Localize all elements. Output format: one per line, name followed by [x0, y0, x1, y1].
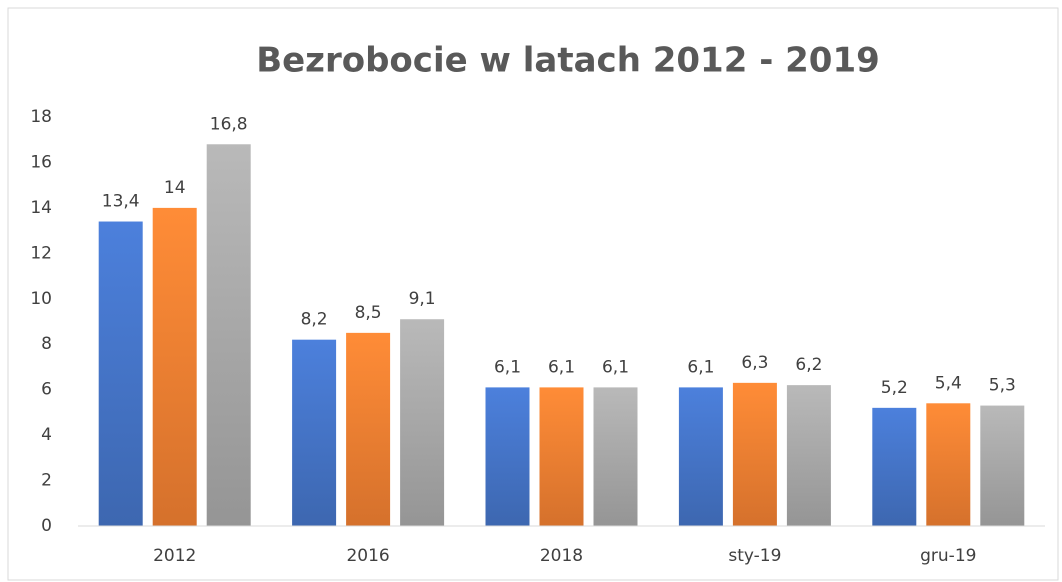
data-label: 6,1	[687, 357, 714, 377]
y-tick-label: 14	[30, 198, 52, 218]
bar	[926, 403, 971, 526]
data-label: 6,1	[494, 357, 521, 377]
x-tick-label: gru-19	[920, 546, 976, 566]
y-tick-label: 8	[41, 334, 52, 354]
bar	[206, 144, 251, 526]
y-tick-label: 2	[41, 471, 52, 491]
bar	[485, 387, 530, 526]
bar	[678, 387, 723, 526]
data-label: 5,3	[989, 376, 1016, 396]
bar	[292, 339, 337, 526]
bar	[400, 319, 445, 526]
data-label: 6,3	[741, 353, 768, 373]
data-label: 8,2	[301, 310, 328, 330]
bar	[732, 382, 777, 526]
y-tick-label: 4	[41, 425, 52, 445]
chart-title: Bezrobocie w latach 2012 - 2019	[256, 41, 880, 81]
bar	[872, 407, 917, 526]
data-label: 14	[164, 178, 186, 198]
bar	[152, 207, 197, 526]
y-tick-label: 10	[30, 289, 52, 309]
bar	[346, 332, 391, 526]
y-tick-label: 0	[41, 516, 52, 536]
y-tick-label: 12	[30, 243, 52, 263]
bar	[786, 385, 831, 526]
y-tick-label: 16	[30, 152, 52, 172]
bar	[98, 221, 143, 526]
y-tick-label: 6	[41, 380, 52, 400]
data-label: 6,1	[548, 357, 575, 377]
data-label: 9,1	[409, 289, 436, 309]
x-tick-label: 2018	[540, 546, 583, 566]
data-label: 5,2	[881, 378, 908, 398]
data-label: 6,2	[795, 355, 822, 375]
x-tick-label: 2016	[346, 546, 389, 566]
data-label: 6,1	[602, 357, 629, 377]
bar	[980, 405, 1025, 526]
data-label: 5,4	[935, 373, 962, 393]
data-label: 13,4	[102, 192, 140, 212]
x-tick-label: 2012	[153, 546, 196, 566]
y-tick-label: 18	[30, 107, 52, 127]
data-label: 8,5	[355, 303, 382, 323]
x-tick-label: sty-19	[728, 546, 781, 566]
data-label: 16,8	[210, 114, 248, 134]
bar	[593, 387, 638, 526]
bar	[539, 387, 584, 526]
